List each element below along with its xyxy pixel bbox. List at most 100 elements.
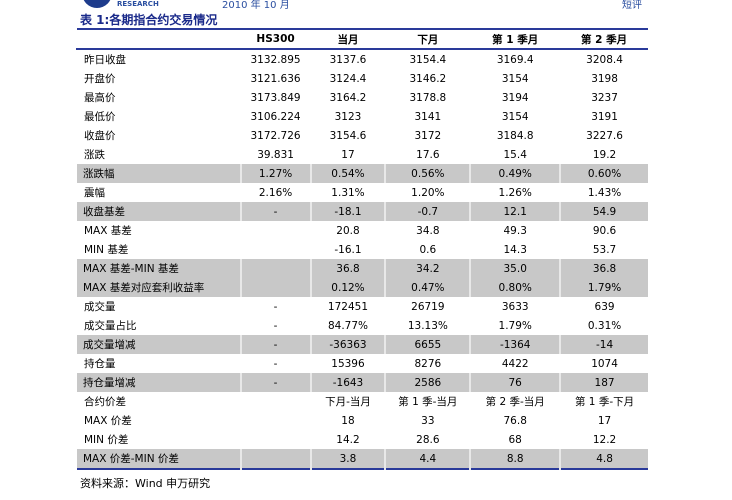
- cell: 39.831: [257, 148, 294, 161]
- cell: 0.60%: [559, 164, 648, 183]
- column-header: 下月: [385, 29, 471, 50]
- cell: 3194: [501, 91, 529, 104]
- row-label: 震幅: [84, 187, 105, 199]
- cell: 54.9: [559, 202, 648, 221]
- cell: 8276: [414, 357, 442, 370]
- cell: 3123: [334, 110, 362, 123]
- cell: -: [239, 202, 311, 221]
- cell: 17.6: [416, 148, 440, 161]
- cell: 3178.8: [409, 91, 447, 104]
- futures-table: HS300 当月 下月第 1 季月第 2 季月 昨日收盘 3132.895 3137.6…: [76, 28, 648, 470]
- cell: 3198: [591, 72, 618, 85]
- table-row: 涨跌 39.831 17 17.6 15.4 19.2: [77, 145, 648, 164]
- row-label: 收盘价: [84, 130, 116, 142]
- row-label: 涨跌: [84, 149, 105, 161]
- cell: [241, 221, 311, 240]
- cell: -36363: [309, 335, 386, 354]
- row-label: 收盘基差: [77, 202, 241, 221]
- table-row: 收盘基差 - -18.1 -0.7 12.1 54.9: [77, 202, 648, 221]
- cell: 8.8: [469, 449, 561, 469]
- cell: 0.80%: [469, 278, 561, 297]
- row-label: MIN 基差: [84, 244, 129, 256]
- cell: 1.27%: [239, 164, 311, 183]
- table-row: 合约价差 下月-当月 第 1 季-当月 第 2 季-当月 第 1 季-下月: [77, 392, 648, 411]
- cell: 3121.636: [250, 72, 301, 85]
- cell: 14.2: [336, 433, 360, 446]
- cell: -: [273, 357, 278, 370]
- cell: 3137.6: [329, 53, 367, 66]
- row-label: MAX 基差对应套利收益率: [77, 278, 241, 297]
- cell: 1.20%: [411, 186, 445, 199]
- cell: 36.8: [309, 259, 386, 278]
- cell: 12.2: [592, 433, 617, 446]
- table-row: 昨日收盘 3132.895 3137.6 3154.4 3169.4 3208.4: [77, 49, 648, 69]
- cell: 20.8: [336, 224, 360, 237]
- table-title: 表 1:各期指合约交易情况: [80, 13, 218, 27]
- cell: 14.3: [503, 243, 527, 256]
- cell: -0.7: [384, 202, 471, 221]
- cell: 第 1 季-当月: [398, 396, 458, 408]
- report-date: 2010 年 10 月: [222, 0, 290, 11]
- cell: [241, 240, 311, 259]
- cell: 4.8: [559, 449, 648, 469]
- row-label: MIN 价差: [84, 434, 129, 446]
- cell: 3208.4: [586, 53, 623, 66]
- cell: 1.43%: [587, 186, 622, 199]
- table-row: 震幅 2.16% 1.31% 1.20% 1.26% 1.43%: [77, 183, 648, 202]
- cell: 3164.2: [329, 91, 367, 104]
- cell: 第 1 季-下月: [574, 396, 635, 408]
- table-row: 持仓量 - 15396 8276 4422 1074: [77, 354, 648, 373]
- row-label: 昨日收盘: [84, 54, 126, 66]
- cell: 35.0: [469, 259, 561, 278]
- table-row: MIN 基差 -16.1 0.6 14.3 53.7: [77, 240, 648, 259]
- row-label: MAX 基差-MIN 基差: [77, 259, 241, 278]
- cell: 0.6: [419, 243, 437, 256]
- cell: 4422: [501, 357, 529, 370]
- cell: -1364: [469, 335, 561, 354]
- cell: [241, 430, 311, 449]
- cell: 84.77%: [327, 319, 368, 332]
- table-row: MAX 价差-MIN 价差 3.8 4.4 8.8 4.8: [77, 449, 648, 469]
- table-row: 最低价 3106.224 3123 3141 3154 3191: [77, 107, 648, 126]
- cell: 3154.6: [329, 129, 367, 142]
- row-label: 持仓量: [84, 358, 116, 370]
- table-row: 成交量增减 - -36363 6655 -1364 -14: [77, 335, 648, 354]
- cell: 13.13%: [407, 319, 448, 332]
- cell: 3106.224: [250, 110, 301, 123]
- cell: 1074: [591, 357, 618, 370]
- row-label: MAX 基差: [84, 225, 132, 237]
- cell: 53.7: [592, 243, 617, 256]
- cell: 3237: [591, 91, 618, 104]
- column-header: 第 2 季月: [560, 29, 648, 50]
- cell: 3154.4: [409, 53, 447, 66]
- cell: 12.1: [469, 202, 561, 221]
- cell: 3154: [501, 110, 529, 123]
- table-row: 最高价 3173.849 3164.2 3178.8 3194 3237: [77, 88, 648, 107]
- row-label: 开盘价: [84, 73, 116, 85]
- row-label: MAX 价差: [84, 415, 132, 427]
- cell: 34.2: [384, 259, 471, 278]
- cell: 1.26%: [498, 186, 532, 199]
- row-label: 最低价: [84, 111, 116, 123]
- cell: 33: [421, 414, 435, 427]
- row-label: 成交量: [84, 301, 116, 313]
- cell: 3191: [591, 110, 618, 123]
- row-label: 涨跌幅: [77, 164, 241, 183]
- cell: 15396: [331, 357, 365, 370]
- row-label: MAX 价差-MIN 价差: [77, 449, 241, 469]
- cell: 4.4: [384, 449, 471, 469]
- cell: 1.79%: [498, 319, 532, 332]
- cell: 3227.6: [586, 129, 623, 142]
- cell: 1.31%: [331, 186, 365, 199]
- cell: 68: [508, 433, 522, 446]
- cell: [239, 259, 311, 278]
- cell: 3169.4: [496, 53, 534, 66]
- cell: 1.79%: [559, 278, 648, 297]
- column-header: HS300: [240, 29, 311, 50]
- row-label: 成交量增减: [77, 335, 241, 354]
- cell: 3146.2: [409, 72, 447, 85]
- cell: 3633: [501, 300, 529, 313]
- cell: 90.6: [592, 224, 617, 237]
- cell: 0.49%: [469, 164, 561, 183]
- cell: 3172.726: [250, 129, 301, 142]
